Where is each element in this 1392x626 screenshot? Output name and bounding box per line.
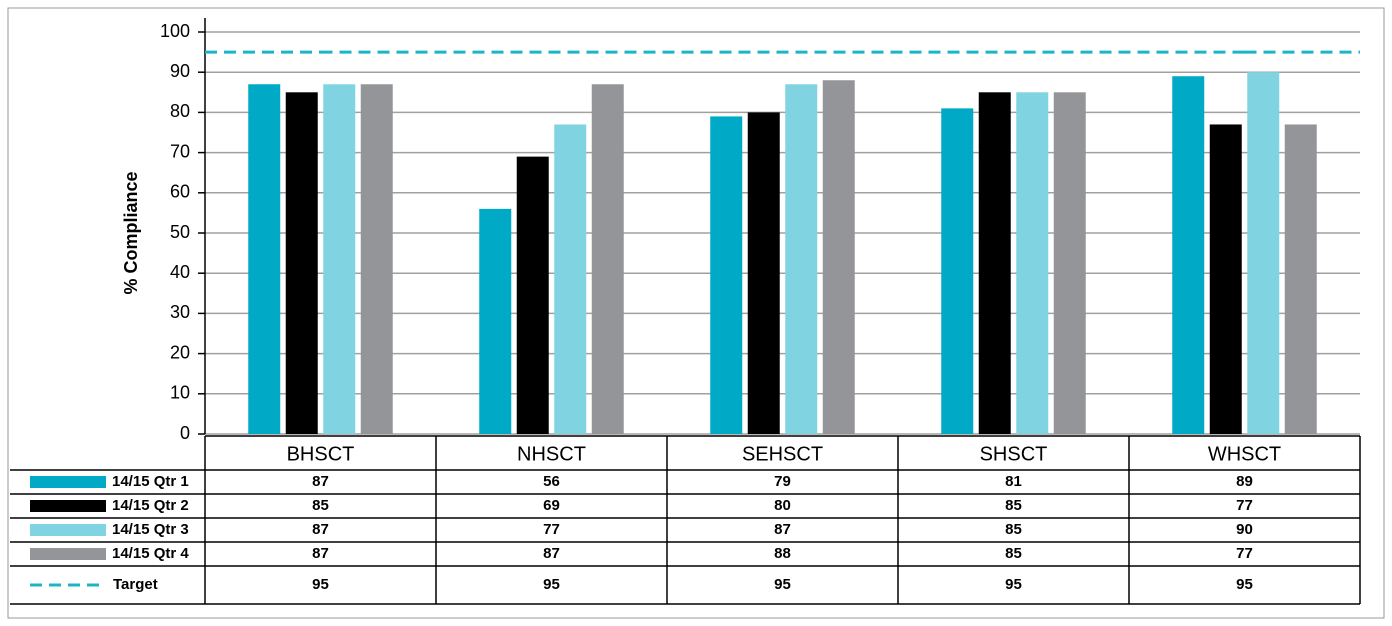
- bar: [285, 92, 318, 435]
- table-value: 77: [1236, 545, 1253, 562]
- table-value: 80: [774, 497, 791, 514]
- bar: [516, 156, 549, 434]
- table-value: 95: [312, 576, 329, 593]
- x-tick-label: SHSCT: [980, 443, 1048, 465]
- bar: [710, 116, 743, 435]
- table-value: 90: [1236, 521, 1253, 538]
- table-value: 77: [543, 521, 560, 538]
- table-value: 81: [1005, 473, 1022, 490]
- x-tick-label: BHSCT: [287, 443, 355, 465]
- table-value: 69: [543, 497, 560, 514]
- bar: [1016, 92, 1049, 435]
- legend-swatch: [30, 500, 106, 512]
- table-value: 77: [1236, 497, 1253, 514]
- bar: [1172, 76, 1205, 434]
- table-value: 85: [1005, 497, 1022, 514]
- x-tick-label: SEHSCT: [742, 443, 823, 465]
- table-value: 87: [312, 545, 329, 562]
- legend-label: 14/15 Qtr 3: [112, 521, 189, 538]
- table-value: 89: [1236, 473, 1253, 490]
- x-tick-label: NHSCT: [517, 443, 586, 465]
- bar: [554, 124, 587, 435]
- table-value: 95: [774, 576, 791, 593]
- table-value: 95: [1236, 576, 1253, 593]
- y-tick-label: 30: [170, 302, 190, 322]
- bar: [323, 84, 356, 434]
- table-value: 95: [1005, 576, 1022, 593]
- legend-label: 14/15 Qtr 4: [112, 545, 189, 562]
- table-value: 95: [543, 576, 560, 593]
- table-value: 79: [774, 473, 791, 490]
- legend-swatch: [30, 476, 106, 488]
- bar: [1284, 124, 1317, 435]
- y-tick-label: 50: [170, 222, 190, 242]
- bar: [591, 84, 624, 434]
- table-value: 87: [312, 521, 329, 538]
- table-value: 85: [1005, 545, 1022, 562]
- table-value: 85: [312, 497, 329, 514]
- bar: [941, 108, 974, 434]
- table-value: 88: [774, 545, 791, 562]
- legend-swatch: [30, 548, 106, 560]
- y-tick-label: 80: [170, 101, 190, 121]
- y-tick-label: 60: [170, 182, 190, 202]
- y-tick-label: 40: [170, 262, 190, 282]
- y-tick-label: 70: [170, 141, 190, 161]
- y-axis-label: % Compliance: [121, 171, 141, 294]
- table-value: 56: [543, 473, 560, 490]
- frame: [7, 7, 1385, 619]
- y-tick-label: 100: [160, 21, 190, 41]
- legend-label: 14/15 Qtr 2: [112, 497, 189, 514]
- y-tick-label: 10: [170, 383, 190, 403]
- y-tick-label: 0: [180, 423, 190, 443]
- table-value: 87: [774, 521, 791, 538]
- bar: [747, 112, 780, 435]
- bar: [1209, 124, 1242, 435]
- y-tick-label: 20: [170, 342, 190, 362]
- legend-label: 14/15 Qtr 1: [112, 473, 189, 490]
- bar: [479, 208, 512, 434]
- x-tick-label: WHSCT: [1208, 443, 1281, 465]
- bar: [1247, 72, 1280, 434]
- bar: [978, 92, 1011, 435]
- y-tick-label: 90: [170, 61, 190, 81]
- legend-swatch: [30, 524, 106, 536]
- table-value: 85: [1005, 521, 1022, 538]
- bar: [360, 84, 393, 434]
- legend-label: Target: [113, 576, 158, 593]
- bar: [785, 84, 818, 434]
- table-value: 87: [312, 473, 329, 490]
- bar: [822, 80, 855, 435]
- bar: [1053, 92, 1086, 435]
- bar: [248, 84, 281, 434]
- table-value: 87: [543, 545, 560, 562]
